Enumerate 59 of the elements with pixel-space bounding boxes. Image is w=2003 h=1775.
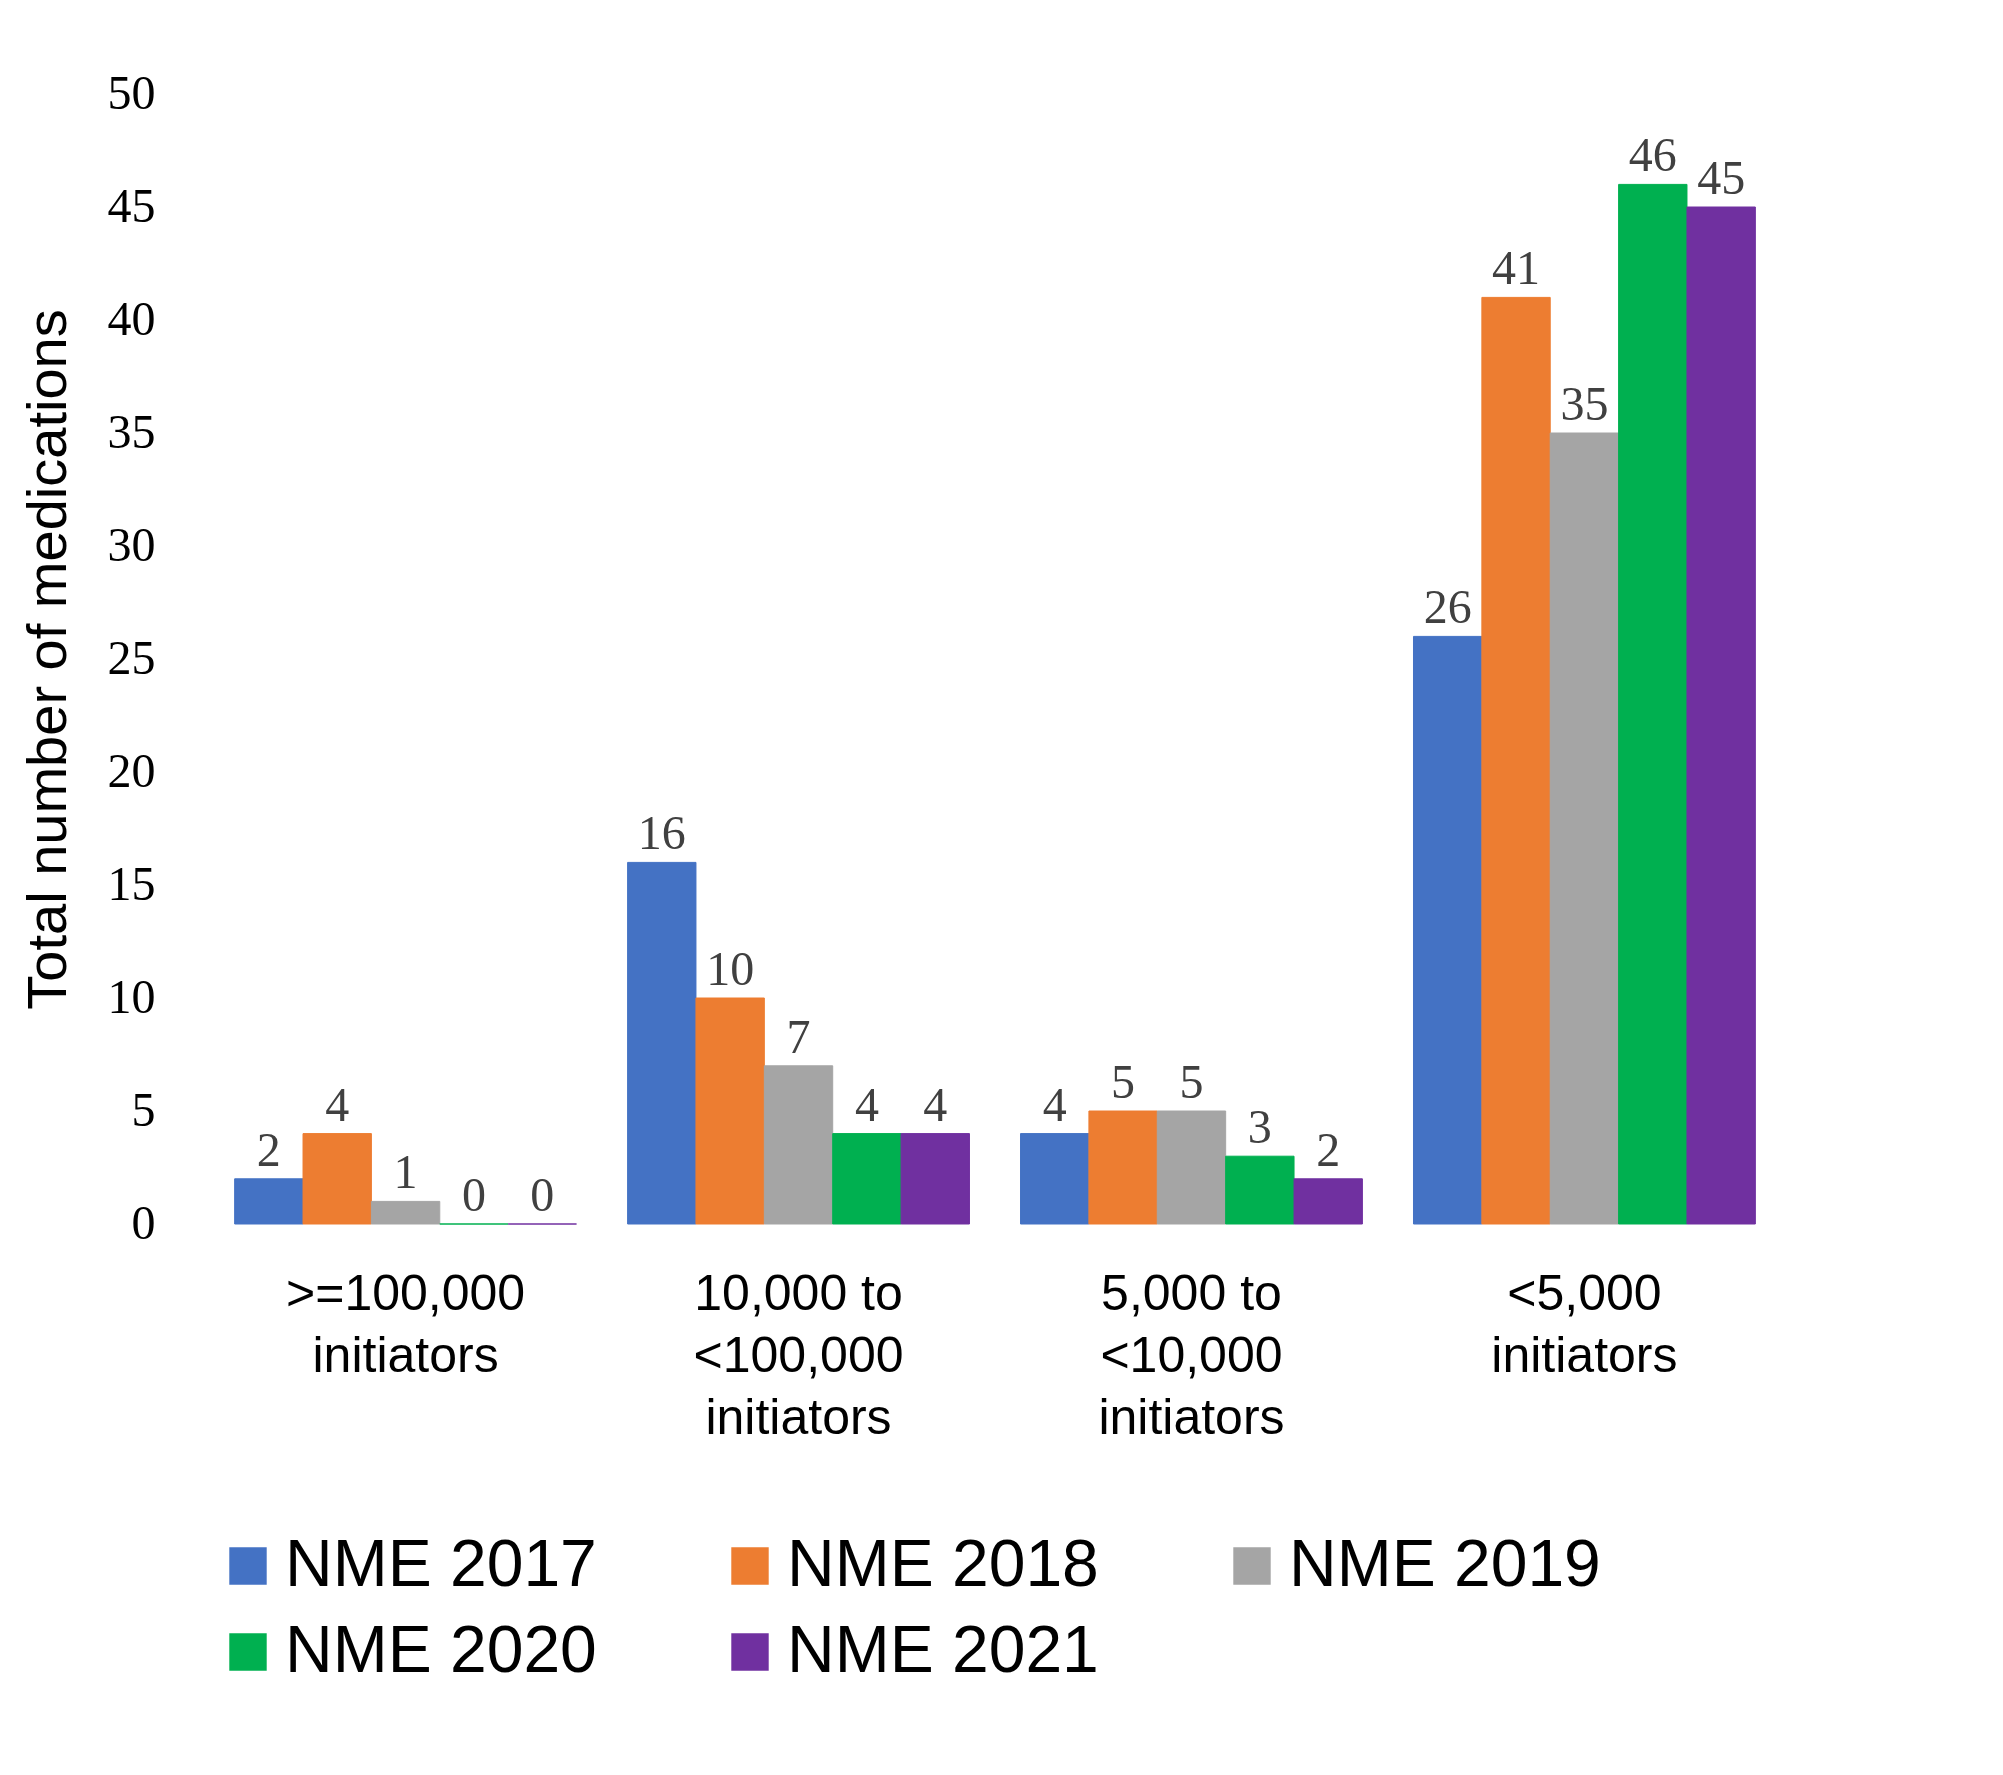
legend-label: NME 2020	[285, 1612, 597, 1686]
data-label: 45	[1697, 151, 1746, 204]
y-tick-label: 10	[107, 969, 156, 1023]
bar	[1088, 1110, 1158, 1225]
legend-label: NME 2017	[285, 1526, 597, 1600]
bar	[1686, 206, 1756, 1225]
y-tick-label: 0	[131, 1195, 156, 1249]
y-axis-title: Total number of medications	[14, 309, 78, 1010]
data-label: 41	[1492, 241, 1541, 295]
bar	[1549, 432, 1620, 1225]
legend-label: NME 2019	[1289, 1526, 1601, 1600]
bar	[1225, 1155, 1295, 1225]
bar	[1481, 296, 1551, 1225]
y-tick-label: 45	[107, 178, 156, 232]
y-tick-label: 15	[107, 856, 156, 910]
bar	[234, 1178, 304, 1225]
data-label: 1	[393, 1145, 418, 1199]
data-label: 46	[1628, 128, 1677, 182]
y-tick-label: 25	[107, 630, 156, 684]
data-label: 26	[1423, 580, 1472, 634]
data-label: 5	[1179, 1055, 1204, 1108]
legend-label: NME 2021	[787, 1612, 1099, 1686]
x-tick-label: 10,000 to <100,000 initiators	[693, 1264, 904, 1445]
bar	[763, 1065, 834, 1225]
bar	[1412, 635, 1483, 1225]
y-tick-label: 50	[107, 65, 156, 119]
bar	[370, 1200, 441, 1225]
bar	[627, 861, 697, 1225]
data-label: 4	[854, 1077, 879, 1131]
bar	[900, 1133, 970, 1225]
bar	[1156, 1110, 1227, 1225]
data-label: 5	[1111, 1055, 1136, 1108]
bar	[1618, 183, 1688, 1225]
bar	[832, 1133, 902, 1225]
bar	[1020, 1133, 1090, 1225]
y-tick-label: 40	[107, 291, 156, 345]
bar	[1293, 1178, 1363, 1225]
data-label: 16	[637, 806, 686, 860]
legend-label: NME 2018	[787, 1526, 1099, 1600]
bar	[695, 997, 765, 1225]
x-tick-label: 5,000 to <10,000 initiators	[1098, 1264, 1285, 1445]
data-label: 0	[461, 1168, 486, 1221]
y-tick-label: 35	[107, 404, 156, 458]
data-label: 0	[530, 1168, 555, 1221]
data-label: 3	[1247, 1100, 1272, 1154]
data-label: 4	[923, 1077, 948, 1131]
data-label: 10	[706, 942, 755, 995]
data-label: 4	[1042, 1077, 1067, 1131]
y-tick-label: 20	[107, 743, 156, 797]
y-tick-label: 30	[107, 517, 156, 571]
data-label: 2	[1316, 1122, 1341, 1176]
y-tick-label: 5	[131, 1082, 156, 1136]
data-label: 2	[256, 1122, 281, 1176]
data-label: 7	[786, 1009, 811, 1063]
x-tick-label: <5,000 initiators	[1491, 1264, 1678, 1383]
data-label: 4	[325, 1077, 350, 1131]
data-label: 35	[1560, 377, 1609, 430]
bar	[302, 1133, 372, 1225]
x-tick-label: >=100,000 initiators	[286, 1264, 526, 1383]
